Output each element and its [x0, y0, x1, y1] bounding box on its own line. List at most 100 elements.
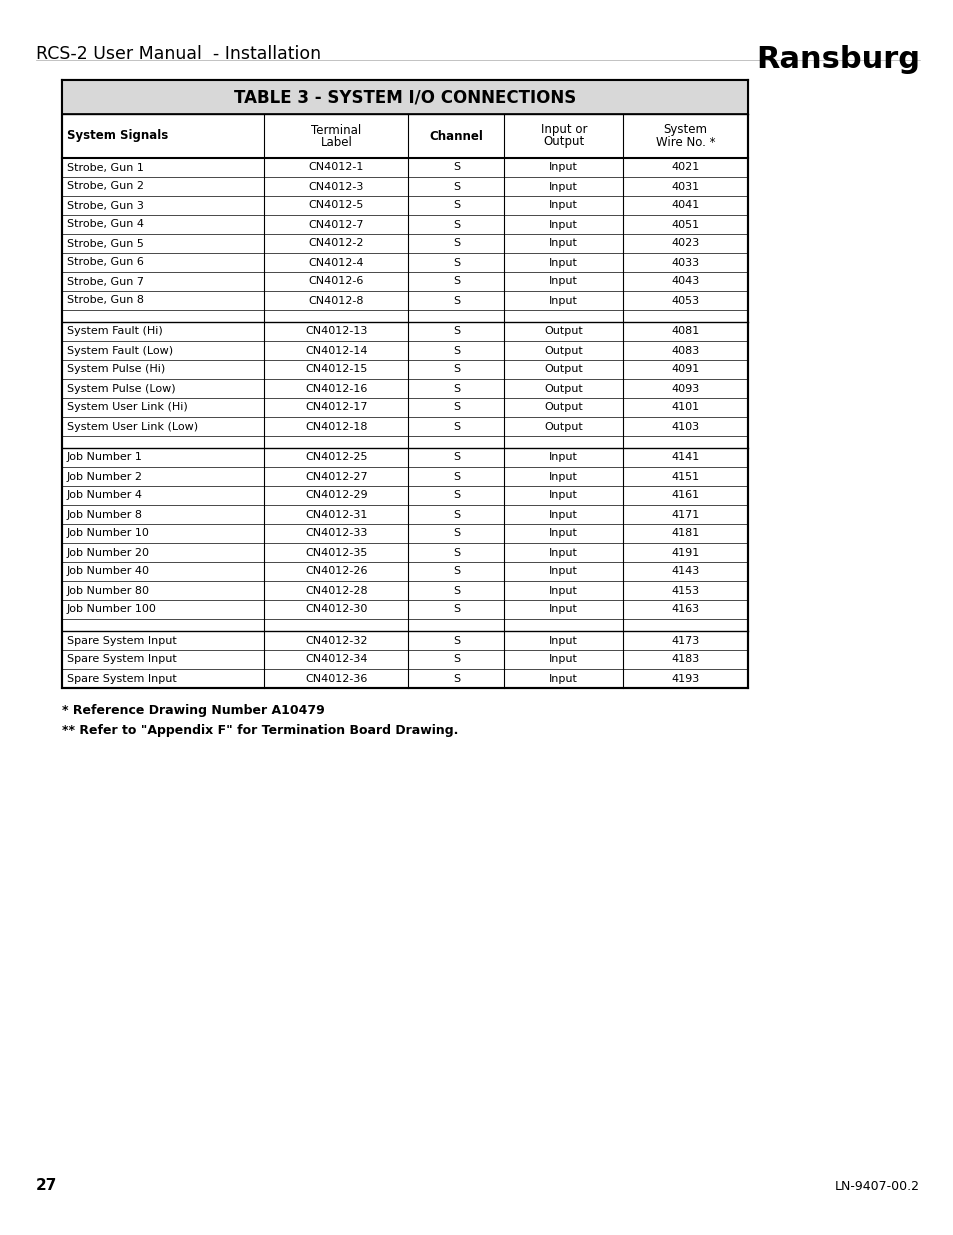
Text: S: S	[453, 163, 459, 173]
Text: Strobe, Gun 6: Strobe, Gun 6	[67, 258, 144, 268]
Text: CN4012-15: CN4012-15	[305, 364, 367, 374]
Text: Input or: Input or	[540, 124, 586, 137]
Text: Input: Input	[549, 655, 578, 664]
Text: CN4012-28: CN4012-28	[305, 585, 367, 595]
Text: CN4012-3: CN4012-3	[309, 182, 364, 191]
Text: 4153: 4153	[671, 585, 699, 595]
Text: CN4012-34: CN4012-34	[305, 655, 367, 664]
Text: S: S	[453, 326, 459, 336]
Text: Strobe, Gun 5: Strobe, Gun 5	[67, 238, 144, 248]
Text: Input: Input	[549, 490, 578, 500]
Text: Output: Output	[544, 326, 582, 336]
Text: S: S	[453, 295, 459, 305]
Text: Terminal: Terminal	[311, 124, 361, 137]
Text: CN4012-1: CN4012-1	[309, 163, 364, 173]
Text: S: S	[453, 421, 459, 431]
Text: Label: Label	[320, 136, 352, 148]
Text: Input: Input	[549, 238, 578, 248]
Text: 4093: 4093	[671, 384, 699, 394]
Text: CN4012-18: CN4012-18	[305, 421, 367, 431]
Text: 4101: 4101	[671, 403, 699, 412]
Text: Spare System Input: Spare System Input	[67, 673, 176, 683]
Text: 4173: 4173	[671, 636, 699, 646]
Text: CN4012-25: CN4012-25	[305, 452, 367, 462]
Text: CN4012-4: CN4012-4	[309, 258, 364, 268]
Text: S: S	[453, 238, 459, 248]
Text: CN4012-33: CN4012-33	[305, 529, 367, 538]
Text: 4081: 4081	[671, 326, 699, 336]
Text: Job Number 1: Job Number 1	[67, 452, 143, 462]
Text: S: S	[453, 655, 459, 664]
Text: 4091: 4091	[671, 364, 699, 374]
Text: Input: Input	[549, 163, 578, 173]
Text: S: S	[453, 258, 459, 268]
Text: Job Number 10: Job Number 10	[67, 529, 150, 538]
Text: Input: Input	[549, 673, 578, 683]
Text: CN4012-36: CN4012-36	[305, 673, 367, 683]
Text: Input: Input	[549, 452, 578, 462]
Text: System User Link (Low): System User Link (Low)	[67, 421, 198, 431]
Text: CN4012-14: CN4012-14	[305, 346, 367, 356]
Text: S: S	[453, 384, 459, 394]
Text: Spare System Input: Spare System Input	[67, 655, 176, 664]
Text: Job Number 2: Job Number 2	[67, 472, 143, 482]
Text: Strobe, Gun 4: Strobe, Gun 4	[67, 220, 144, 230]
Text: S: S	[453, 636, 459, 646]
Text: Output: Output	[542, 136, 584, 148]
Text: 4083: 4083	[671, 346, 699, 356]
Text: S: S	[453, 547, 459, 557]
Text: 4183: 4183	[671, 655, 699, 664]
Text: ** Refer to "Appendix F" for Termination Board Drawing.: ** Refer to "Appendix F" for Termination…	[62, 724, 457, 737]
Text: S: S	[453, 585, 459, 595]
Text: Spare System Input: Spare System Input	[67, 636, 176, 646]
Text: 4051: 4051	[671, 220, 699, 230]
Text: Job Number 20: Job Number 20	[67, 547, 150, 557]
Text: CN4012-31: CN4012-31	[305, 510, 367, 520]
Text: Input: Input	[549, 295, 578, 305]
Text: Input: Input	[549, 567, 578, 577]
Text: S: S	[453, 567, 459, 577]
Text: Output: Output	[544, 346, 582, 356]
Text: CN4012-27: CN4012-27	[305, 472, 367, 482]
Text: TABLE 3 - SYSTEM I/O CONNECTIONS: TABLE 3 - SYSTEM I/O CONNECTIONS	[233, 88, 576, 106]
Text: Input: Input	[549, 258, 578, 268]
Text: S: S	[453, 472, 459, 482]
Text: 4023: 4023	[671, 238, 699, 248]
Text: Job Number 4: Job Number 4	[67, 490, 143, 500]
Text: Input: Input	[549, 604, 578, 615]
Text: RCS-2 User Manual  - Installation: RCS-2 User Manual - Installation	[36, 44, 321, 63]
Text: Strobe, Gun 2: Strobe, Gun 2	[67, 182, 144, 191]
Text: 4191: 4191	[671, 547, 699, 557]
Text: S: S	[453, 200, 459, 210]
Text: System Fault (Low): System Fault (Low)	[67, 346, 172, 356]
Text: CN4012-8: CN4012-8	[309, 295, 364, 305]
Text: CN4012-30: CN4012-30	[305, 604, 367, 615]
Text: S: S	[453, 220, 459, 230]
Text: LN-9407-00.2: LN-9407-00.2	[834, 1179, 919, 1193]
Text: System Pulse (Hi): System Pulse (Hi)	[67, 364, 165, 374]
Text: 4193: 4193	[671, 673, 699, 683]
Text: S: S	[453, 364, 459, 374]
Text: Strobe, Gun 7: Strobe, Gun 7	[67, 277, 144, 287]
Text: 4021: 4021	[671, 163, 699, 173]
Text: 4171: 4171	[671, 510, 699, 520]
Text: Job Number 100: Job Number 100	[67, 604, 156, 615]
Text: Input: Input	[549, 220, 578, 230]
Text: Input: Input	[549, 585, 578, 595]
Text: System: System	[663, 124, 707, 137]
Text: Input: Input	[549, 472, 578, 482]
Text: 4031: 4031	[671, 182, 699, 191]
Text: System Fault (Hi): System Fault (Hi)	[67, 326, 163, 336]
Text: 4143: 4143	[671, 567, 699, 577]
Text: 4141: 4141	[671, 452, 699, 462]
Text: 4053: 4053	[671, 295, 699, 305]
Text: 4041: 4041	[671, 200, 699, 210]
Text: CN4012-5: CN4012-5	[309, 200, 364, 210]
Text: Input: Input	[549, 277, 578, 287]
Text: CN4012-16: CN4012-16	[305, 384, 367, 394]
Text: Output: Output	[544, 403, 582, 412]
Text: CN4012-7: CN4012-7	[309, 220, 364, 230]
Text: CN4012-26: CN4012-26	[305, 567, 367, 577]
Text: Wire No. *: Wire No. *	[655, 136, 715, 148]
Text: System Signals: System Signals	[67, 130, 168, 142]
